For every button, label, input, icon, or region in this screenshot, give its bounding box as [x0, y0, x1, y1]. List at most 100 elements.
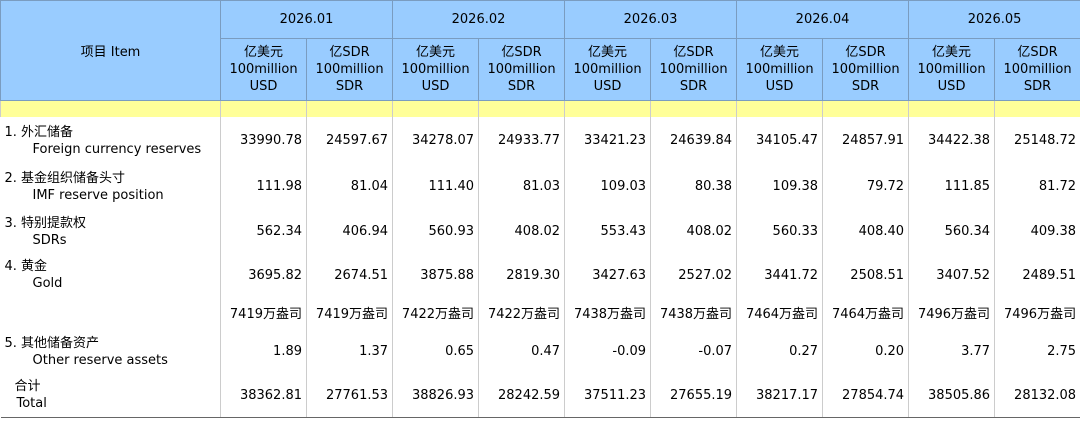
value-cell: 81.04: [305, 164, 394, 209]
unit-line: 亿SDR: [1017, 45, 1058, 60]
unit-line: 100million: [917, 62, 986, 77]
value-cell: 111.98: [220, 164, 307, 209]
unit-header: 亿美元 100million USD: [564, 38, 652, 101]
band-cell: [0, 100, 221, 117]
value-cell: 2508.51: [822, 254, 910, 296]
value-cell: 409.38: [994, 209, 1080, 254]
value-cell: 1.37: [305, 329, 394, 374]
month-header: 2026.03: [564, 0, 738, 39]
unit-header: 亿SDR 100million SDR: [822, 38, 910, 101]
row-label: 5. 其他储备资产 Other reserve assets: [1, 329, 221, 374]
value-cell: 0.20: [822, 329, 910, 374]
data-row: 7419万盎司 7419万盎司 7422万盎司 7422万盎司 7438万盎司 7438万…: [1, 296, 1080, 329]
value-cell: 560.33: [736, 209, 824, 254]
band-cell: [478, 100, 566, 117]
value-cell: 408.40: [822, 209, 910, 254]
unit-line: 100million: [487, 62, 556, 77]
value-cell: 3695.82: [220, 254, 307, 296]
value-cell: 3407.52: [908, 254, 996, 296]
label-cn: 5. 其他储备资产: [4, 335, 100, 351]
value-cell: 109.38: [736, 164, 824, 209]
unit-header: 亿SDR 100million SDR: [994, 38, 1080, 101]
unit-line: 100million: [1003, 62, 1072, 77]
value-cell: 28242.59: [478, 374, 566, 418]
value-cell: 24857.91: [822, 117, 910, 164]
unit-line: 100million: [659, 62, 728, 77]
value-cell: 109.03: [564, 164, 652, 209]
value-cell: 7438万盎司: [650, 296, 738, 329]
value-cell: 7419万盎司: [305, 296, 394, 329]
unit-line: 亿SDR: [673, 45, 714, 60]
unit-line: 亿美元: [588, 45, 628, 60]
value-cell: 408.02: [650, 209, 738, 254]
unit-header: 亿SDR 100million SDR: [305, 38, 394, 101]
value-cell: 3441.72: [736, 254, 824, 296]
unit-line: 亿SDR: [501, 45, 542, 60]
band-cell: [994, 100, 1080, 117]
value-cell: -0.09: [564, 329, 652, 374]
value-cell: 27761.53: [305, 374, 394, 418]
value-cell: 2489.51: [994, 254, 1080, 296]
header-row: 项目 Item 2026.01 2026.02 2026.03 2026.04 2026.…: [0, 0, 1080, 101]
month-header: 2026.02: [392, 0, 566, 39]
value-cell: 27655.19: [650, 374, 738, 418]
month-header: 2026.05: [908, 0, 1080, 39]
value-cell: 2674.51: [305, 254, 394, 296]
data-row: 2. 基金组织储备头寸 IMF reserve position 111.98 81.…: [1, 164, 1080, 209]
band-cell: [908, 100, 996, 117]
value-cell: 25148.72: [994, 117, 1080, 164]
value-cell: 3.77: [908, 329, 996, 374]
value-cell: 7422万盎司: [392, 296, 480, 329]
value-cell: 7438万盎司: [564, 296, 652, 329]
reserves-table: 项目 Item 2026.01 2026.02 2026.03 2026.04 2026.…: [0, 0, 1080, 418]
value-cell: 80.38: [650, 164, 738, 209]
label-en: IMF reserve position: [32, 187, 164, 203]
unit-line: SDR: [335, 79, 364, 94]
value-cell: 2819.30: [478, 254, 566, 296]
value-cell: 0.65: [392, 329, 480, 374]
value-cell: 0.27: [736, 329, 824, 374]
label-cn: 合计: [14, 379, 41, 395]
unit-header: 亿美元 100million USD: [908, 38, 996, 101]
month-header: 2026.01: [219, 0, 394, 39]
value-cell: 553.43: [564, 209, 652, 254]
unit-header: 亿SDR 100million SDR: [650, 38, 738, 101]
value-cell: 7422万盎司: [478, 296, 566, 329]
value-cell: 7464万盎司: [822, 296, 910, 329]
value-cell: 38217.17: [736, 374, 824, 418]
row-label: 合计 Total: [0, 374, 221, 418]
value-cell: 28132.08: [994, 374, 1080, 418]
value-cell: 2.75: [994, 329, 1080, 374]
value-cell: 79.72: [822, 164, 910, 209]
value-cell: 34105.47: [736, 117, 824, 164]
value-cell: 27854.74: [822, 374, 910, 418]
unit-line: 亿美元: [760, 45, 800, 60]
data-row: 合计 Total 38362.81 27761.53 38826.93 28242.59 3…: [0, 374, 1080, 418]
value-cell: 81.03: [478, 164, 566, 209]
label-en: Total: [16, 396, 47, 412]
value-cell: 37511.23: [564, 374, 652, 418]
label-cn: 2. 基金组织储备头寸: [4, 170, 126, 186]
unit-line: 100million: [401, 62, 470, 77]
value-cell: 560.93: [392, 209, 480, 254]
value-cell: 34278.07: [392, 117, 480, 164]
label-cn: 1. 外汇储备: [4, 124, 74, 140]
band-cell: [220, 100, 307, 117]
unit-line: 100million: [229, 62, 298, 77]
value-cell: -0.07: [650, 329, 738, 374]
unit-line: 100million: [315, 62, 384, 77]
data-row: 4. 黄金 Gold 3695.82 2674.51 3875.88 2819.30 342…: [1, 254, 1080, 296]
unit-line: 亿美元: [243, 45, 283, 60]
value-cell: 560.34: [908, 209, 996, 254]
data-row: 3. 特别提款权 SDRs 562.34 406.94 560.93 408.02 553.…: [1, 209, 1080, 254]
band-cell: [650, 100, 738, 117]
unit-line: 100million: [831, 62, 900, 77]
value-cell: 111.40: [392, 164, 480, 209]
value-cell: 7496万盎司: [994, 296, 1080, 329]
row-label: [1, 296, 221, 329]
value-cell: 562.34: [220, 209, 307, 254]
unit-line: USD: [593, 79, 622, 94]
value-cell: 24933.77: [478, 117, 566, 164]
label-cn: 4. 黄金: [4, 259, 48, 274]
